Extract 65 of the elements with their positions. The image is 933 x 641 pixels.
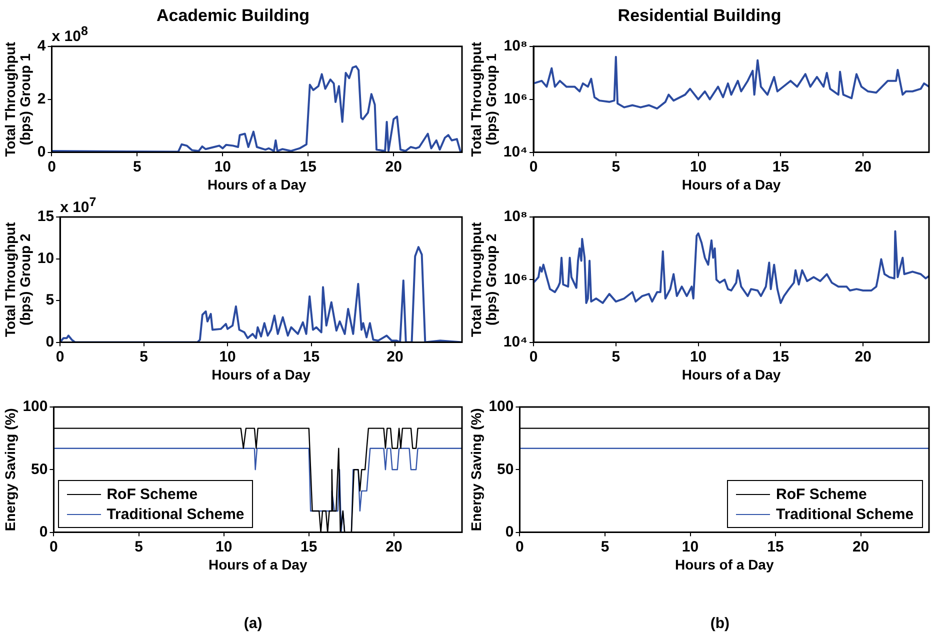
y-tick-label: 10⁶ [504,90,528,108]
y-tick-label: 50 [31,460,48,478]
x-axis-title: Hours of a Day [682,176,781,193]
y-tick-label: 5 [46,292,54,309]
x-tick-label: 5 [140,348,148,366]
x-tick-label: 20 [852,538,870,556]
x-tick-label: 20 [386,538,402,556]
y-tick-label: 10⁸ [504,208,528,226]
y-axis-title: Total Throughput (bps) Group 2 [468,222,499,338]
y-axis-title: Total Throughput (bps) Group 1 [2,42,33,157]
x-tick-label: 20 [385,158,402,176]
legend-label: RoF Scheme [776,486,867,503]
x-tick-label: 20 [386,348,404,366]
y-tick-label: 10⁴ [503,333,528,350]
x-tick-label: 10 [690,158,707,176]
x-tick-label: 10 [215,538,232,556]
x-tick-label: 10 [214,158,232,176]
x-tick-label: 20 [854,348,872,366]
x-tick-label: 5 [134,538,143,556]
y-axis-title: Energy Saving (%) [2,408,18,532]
y-tick-label: 4 [37,38,46,55]
x-tick-label: 15 [767,538,784,556]
y-tick-label: 15 [37,208,54,226]
x-tick-label: 20 [854,158,872,176]
y-tick-label: 0 [37,143,46,160]
text: x 10$^{8}$ [52,24,88,46]
y-tick-label: 50 [497,460,514,478]
y-tick-label: 0 [505,523,514,540]
x-tick-label: 15 [300,158,316,176]
legend-label: Traditional Scheme [776,506,914,523]
chart-title: Residential Building [618,6,782,25]
y-axis-title: Total Throughput (bps) Group 1 [468,42,499,157]
text: (b) [710,615,730,632]
chart-title: Academic Building [156,6,310,25]
x-tick-label: 15 [302,348,320,366]
x-tick-label: 15 [772,158,790,176]
x-tick-label: 5 [612,348,620,366]
x-tick-label: 10 [219,348,236,366]
y-tick-label: 10⁴ [503,143,528,160]
y-tick-label: 10⁸ [504,38,528,55]
x-tick-label: 10 [682,538,699,556]
x-axis-title: Hours of a Day [674,556,774,573]
x-tick-label: 5 [600,538,610,556]
x-axis-title: Hours of a Day [682,366,781,383]
y-axis-title: Energy Saving (%) [468,408,484,532]
text: (a) [244,615,262,632]
x-axis-title: Hours of a Day [212,366,311,383]
x-axis-title: Hours of a Day [207,176,306,193]
y-tick-label: 0 [46,333,54,350]
legend-label: RoF Scheme [106,486,198,503]
x-tick-label: 15 [772,348,790,366]
y-tick-label: 2 [37,90,46,108]
x-tick-label: 10 [690,348,707,366]
text: x 10$^{7}$ [60,195,96,216]
x-tick-label: 5 [612,158,620,176]
y-tick-label: 10 [37,250,54,267]
x-axis-title: Hours of a Day [208,556,308,573]
y-tick-label: 10⁶ [504,270,528,288]
y-tick-label: 100 [488,398,514,416]
legend-label: Traditional Scheme [106,506,244,523]
x-tick-label: 5 [133,158,142,176]
y-axis-title: Total Throughput (bps) Group 2 [2,222,33,338]
y-tick-label: 0 [39,523,48,540]
y-tick-label: 100 [22,398,48,416]
x-tick-label: 15 [300,538,318,556]
